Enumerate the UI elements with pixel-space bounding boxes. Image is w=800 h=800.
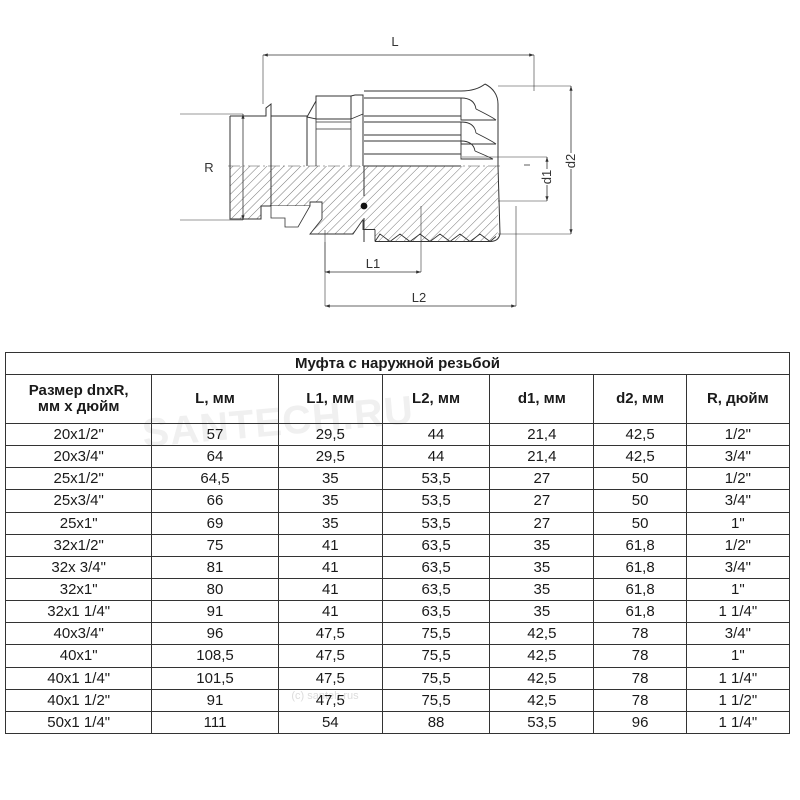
svg-text:R: R [204,160,213,175]
svg-text:L: L [391,34,398,49]
svg-text:d1: d1 [539,170,554,184]
svg-text:d2: d2 [563,154,578,168]
svg-text:L2: L2 [412,290,426,305]
svg-text:L1: L1 [366,256,380,271]
